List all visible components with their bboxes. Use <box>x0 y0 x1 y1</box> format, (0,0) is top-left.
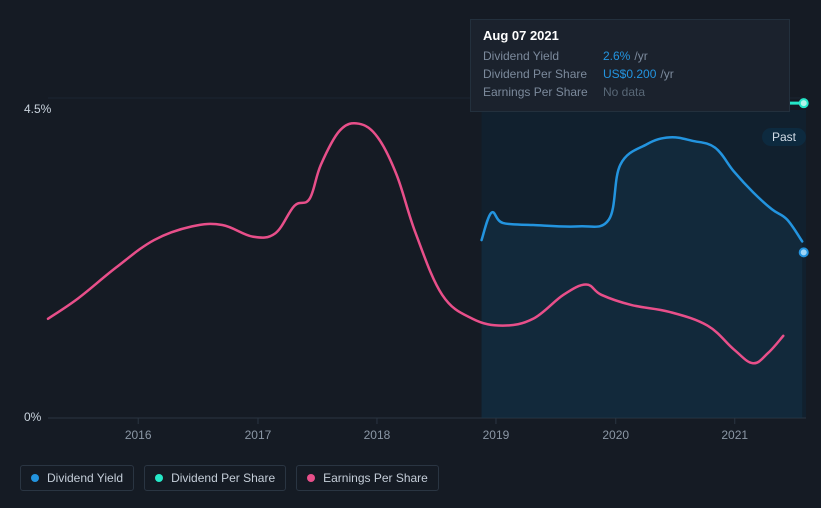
x-axis-label: 2021 <box>721 428 748 442</box>
legend-item-dividend-per-share[interactable]: Dividend Per Share <box>144 465 286 491</box>
tooltip-suffix: /yr <box>634 47 647 65</box>
tooltip-label: Earnings Per Share <box>483 83 603 101</box>
legend-label: Dividend Yield <box>47 471 123 485</box>
tooltip-label: Dividend Yield <box>483 47 603 65</box>
x-axis-label: 2016 <box>125 428 152 442</box>
x-axis-label: 2020 <box>602 428 629 442</box>
y-axis-label: 4.5% <box>24 102 51 116</box>
chart-legend: Dividend Yield Dividend Per Share Earnin… <box>20 465 439 491</box>
tooltip-date: Aug 07 2021 <box>483 28 777 43</box>
legend-item-earnings-per-share[interactable]: Earnings Per Share <box>296 465 439 491</box>
tooltip-label: Dividend Per Share <box>483 65 603 83</box>
legend-label: Earnings Per Share <box>323 471 428 485</box>
tooltip-row: Earnings Per Share No data <box>483 83 777 101</box>
x-axis-label: 2019 <box>483 428 510 442</box>
financial-chart: Aug 07 2021 Dividend Yield 2.6% /yr Divi… <box>0 0 821 508</box>
legend-label: Dividend Per Share <box>171 471 275 485</box>
past-period-label: Past <box>762 128 806 146</box>
legend-swatch <box>31 474 39 482</box>
x-axis-label: 2017 <box>245 428 272 442</box>
tooltip-row: Dividend Yield 2.6% /yr <box>483 47 777 65</box>
x-axis-label: 2018 <box>364 428 391 442</box>
y-axis-label: 0% <box>24 410 41 424</box>
legend-swatch <box>307 474 315 482</box>
tooltip-suffix: /yr <box>660 65 673 83</box>
chart-tooltip: Aug 07 2021 Dividend Yield 2.6% /yr Divi… <box>470 19 790 112</box>
tooltip-value: 2.6% <box>603 47 630 65</box>
legend-item-dividend-yield[interactable]: Dividend Yield <box>20 465 134 491</box>
tooltip-value: US$0.200 <box>603 65 656 83</box>
tooltip-value: No data <box>603 83 645 101</box>
legend-swatch <box>155 474 163 482</box>
tooltip-row: Dividend Per Share US$0.200 /yr <box>483 65 777 83</box>
